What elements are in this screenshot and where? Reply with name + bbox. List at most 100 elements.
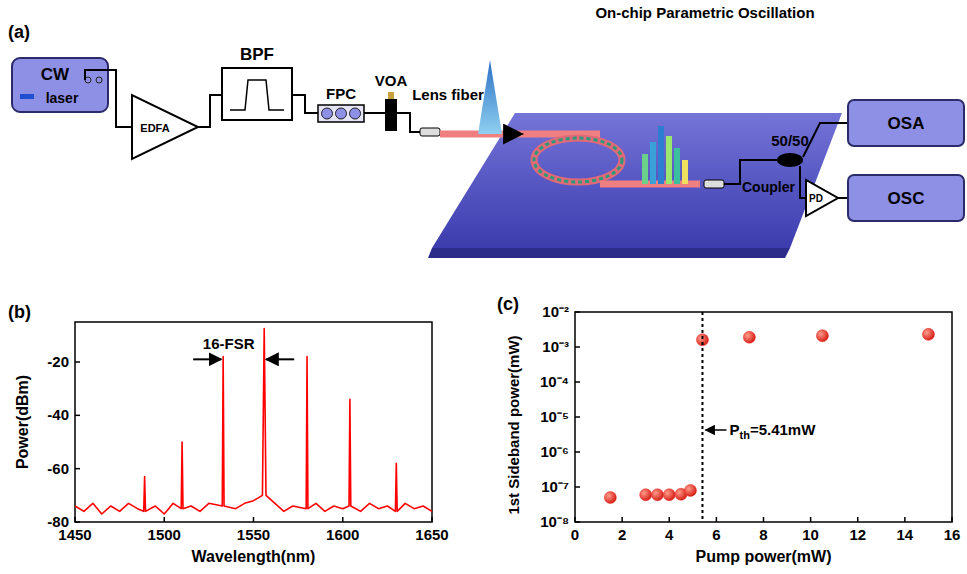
label: 10⁻⁷ xyxy=(541,478,569,495)
data-point xyxy=(604,492,616,504)
label: (b) xyxy=(8,302,31,322)
label: FPC xyxy=(326,85,356,102)
label: (a) xyxy=(8,22,30,42)
label: 10 xyxy=(802,526,819,543)
fiber xyxy=(292,95,318,113)
label: OSC xyxy=(888,189,925,208)
osc-box xyxy=(848,175,964,221)
voa-knob xyxy=(388,92,394,99)
label: 10⁻³ xyxy=(542,338,569,355)
label: 50/50 xyxy=(771,132,809,149)
direction-arrow xyxy=(505,133,522,136)
figure: (a) On-chip Parametric Oscillation CW laser… xyxy=(0,0,967,574)
osa-box xyxy=(848,100,964,146)
label: laser xyxy=(46,90,79,106)
plot-area xyxy=(75,329,432,514)
threshold-line xyxy=(701,312,703,522)
label: 1500 xyxy=(148,526,181,543)
threshold-arrow xyxy=(705,429,726,431)
label: PD xyxy=(809,193,823,204)
label: 0 xyxy=(571,526,579,543)
label: 1550 xyxy=(237,526,270,543)
amplifier xyxy=(132,95,198,159)
label: 12 xyxy=(849,526,866,543)
label: P xyxy=(729,421,739,438)
label: 1600 xyxy=(326,526,359,543)
paddle xyxy=(336,108,347,119)
label: 10⁻⁸ xyxy=(540,513,569,530)
label: =5.41mW xyxy=(750,421,816,438)
laser-box xyxy=(12,58,108,112)
comb-line xyxy=(666,136,672,184)
label: -60 xyxy=(47,460,69,477)
label: 10⁻⁵ xyxy=(540,408,569,425)
laser-indicator xyxy=(20,94,34,99)
filter-shape xyxy=(230,80,284,110)
data-point xyxy=(816,330,828,342)
plot-frame xyxy=(75,322,432,522)
data-point xyxy=(684,484,696,496)
fsr-arrow xyxy=(193,358,221,360)
label: th xyxy=(739,429,750,441)
label: -40 xyxy=(47,406,69,423)
lens-fiber xyxy=(704,180,724,188)
lens-fiber xyxy=(420,128,440,136)
filter-box xyxy=(222,68,292,120)
fiber xyxy=(838,197,848,199)
label: Power(dBm) xyxy=(14,375,31,469)
pump-pulse xyxy=(478,60,502,134)
label: VOA xyxy=(375,72,408,89)
label: Wavelength(nm) xyxy=(192,548,316,565)
label: Coupler xyxy=(742,179,795,195)
comb-line xyxy=(674,148,680,184)
label: 14 xyxy=(897,526,914,543)
fiber xyxy=(364,112,385,114)
data-point xyxy=(743,331,755,343)
label: CW xyxy=(41,65,70,84)
label: On-chip Parametric Oscillation xyxy=(595,4,814,21)
spectrum-line xyxy=(75,329,432,514)
threshold-label: Pth=5.41mW xyxy=(729,421,816,441)
label: Pump power(mW) xyxy=(696,548,832,565)
fpc-box xyxy=(318,105,364,122)
ring-pattern xyxy=(534,138,622,182)
paddle xyxy=(322,108,333,119)
label: 1650 xyxy=(415,526,448,543)
chip-edge xyxy=(428,248,790,258)
label: OSA xyxy=(888,114,925,133)
fiber xyxy=(85,70,132,127)
data-point xyxy=(640,489,652,501)
label: -80 xyxy=(47,513,69,530)
comb-line xyxy=(650,142,656,184)
label: BPF xyxy=(240,45,274,64)
label: 10⁻⁶ xyxy=(540,443,569,460)
knob xyxy=(96,77,102,83)
voa xyxy=(385,99,397,131)
data-point xyxy=(663,489,675,501)
label: 6 xyxy=(712,526,720,543)
fiber xyxy=(198,95,222,127)
comb-line xyxy=(642,154,648,184)
fsr-arrow xyxy=(266,358,294,360)
label: -20 xyxy=(47,353,69,370)
fiber xyxy=(803,123,848,157)
label: 10⁻⁴ xyxy=(540,373,569,390)
label: 1st Sideband power(mW) xyxy=(505,335,522,514)
label: 4 xyxy=(665,526,674,543)
fiber xyxy=(397,113,420,132)
ring xyxy=(534,138,622,182)
label: 16-FSR xyxy=(203,335,255,352)
paddle xyxy=(350,108,361,119)
label: EDFA xyxy=(140,122,169,134)
plot-frame xyxy=(575,312,952,522)
label: (c) xyxy=(497,294,519,314)
data-point xyxy=(651,489,663,501)
plot-area xyxy=(604,328,934,503)
label: 10⁻² xyxy=(542,303,569,320)
comb-line xyxy=(658,126,664,184)
photodiode xyxy=(806,180,838,216)
label: 16 xyxy=(944,526,961,543)
label: 8 xyxy=(759,526,767,543)
comb-line xyxy=(682,160,688,184)
coupler xyxy=(777,153,803,167)
